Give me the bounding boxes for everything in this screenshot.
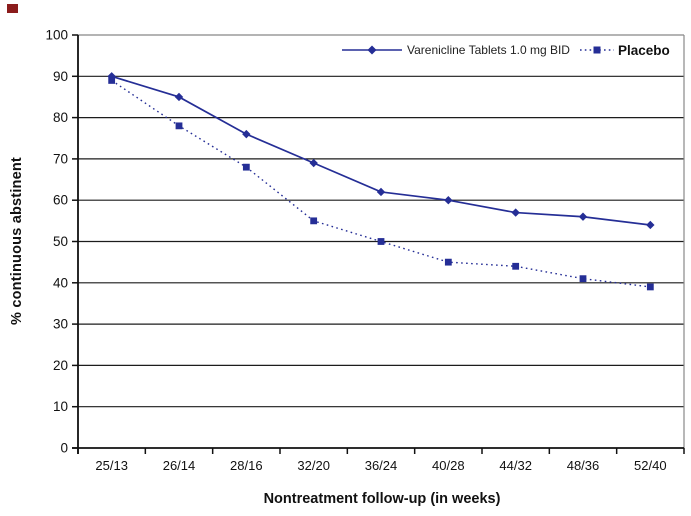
x-tick-label: 52/40 — [634, 458, 667, 473]
y-tick-label: 90 — [53, 69, 68, 84]
series-line-varenicline — [111, 75, 651, 226]
y-tick-label: 20 — [53, 358, 68, 373]
data-point-placebo — [108, 77, 116, 84]
data-point-varenicline — [578, 212, 588, 221]
y-tick-label: 60 — [53, 193, 68, 208]
x-axis-title: Nontreatment follow-up (in weeks) — [263, 491, 501, 507]
data-point-placebo — [242, 163, 250, 171]
data-point-placebo — [512, 262, 520, 270]
corner-artifact-mark — [7, 4, 18, 13]
y-tick-label: 80 — [53, 110, 68, 125]
data-point-placebo — [646, 283, 654, 291]
legend: Varenicline Tablets 1.0 mg BID Placebo — [341, 42, 670, 58]
data-point-placebo — [377, 238, 385, 245]
data-point-varenicline — [444, 196, 453, 205]
placebo-line-marker-icon — [579, 46, 614, 54]
series-line-placebo — [111, 79, 651, 288]
data-point-varenicline — [309, 158, 318, 168]
data-point-varenicline — [174, 92, 184, 102]
y-tick-label: 70 — [53, 151, 68, 166]
legend-entry-varenicline: Varenicline Tablets 1.0 mg BID — [341, 43, 570, 57]
x-tick-label: 44/32 — [499, 458, 532, 473]
x-tick-label: 40/28 — [432, 458, 465, 473]
data-point-varenicline — [376, 187, 386, 197]
y-tick-label: 100 — [45, 28, 68, 43]
data-point-placebo — [579, 275, 587, 283]
x-tick-label: 28/16 — [230, 458, 263, 473]
legend-entry-placebo: Placebo — [579, 43, 670, 58]
x-tick-label: 26/14 — [163, 458, 196, 473]
legend-label-varenicline: Varenicline Tablets 1.0 mg BID — [407, 43, 570, 57]
varenicline-line-marker-icon — [342, 45, 402, 55]
data-point-varenicline — [511, 208, 520, 217]
y-tick-label: 10 — [53, 399, 68, 414]
x-tick-label: 48/36 — [567, 458, 600, 473]
y-tick-label: 30 — [53, 317, 68, 332]
y-tick-label: 40 — [53, 275, 68, 290]
y-tick-label: 0 — [60, 441, 68, 456]
legend-label-placebo: Placebo — [617, 42, 670, 58]
x-tick-label: 36/24 — [365, 458, 398, 473]
data-point-placebo — [444, 258, 452, 266]
x-tick-label: 32/20 — [297, 458, 330, 473]
y-axis-title: % continuous abstinent — [9, 157, 25, 325]
data-point-varenicline — [242, 129, 251, 139]
data-point-placebo — [175, 122, 183, 130]
x-tick-label: 25/13 — [95, 458, 128, 473]
data-point-placebo — [310, 217, 318, 225]
y-tick-label: 50 — [53, 234, 68, 249]
data-point-varenicline — [646, 220, 655, 230]
